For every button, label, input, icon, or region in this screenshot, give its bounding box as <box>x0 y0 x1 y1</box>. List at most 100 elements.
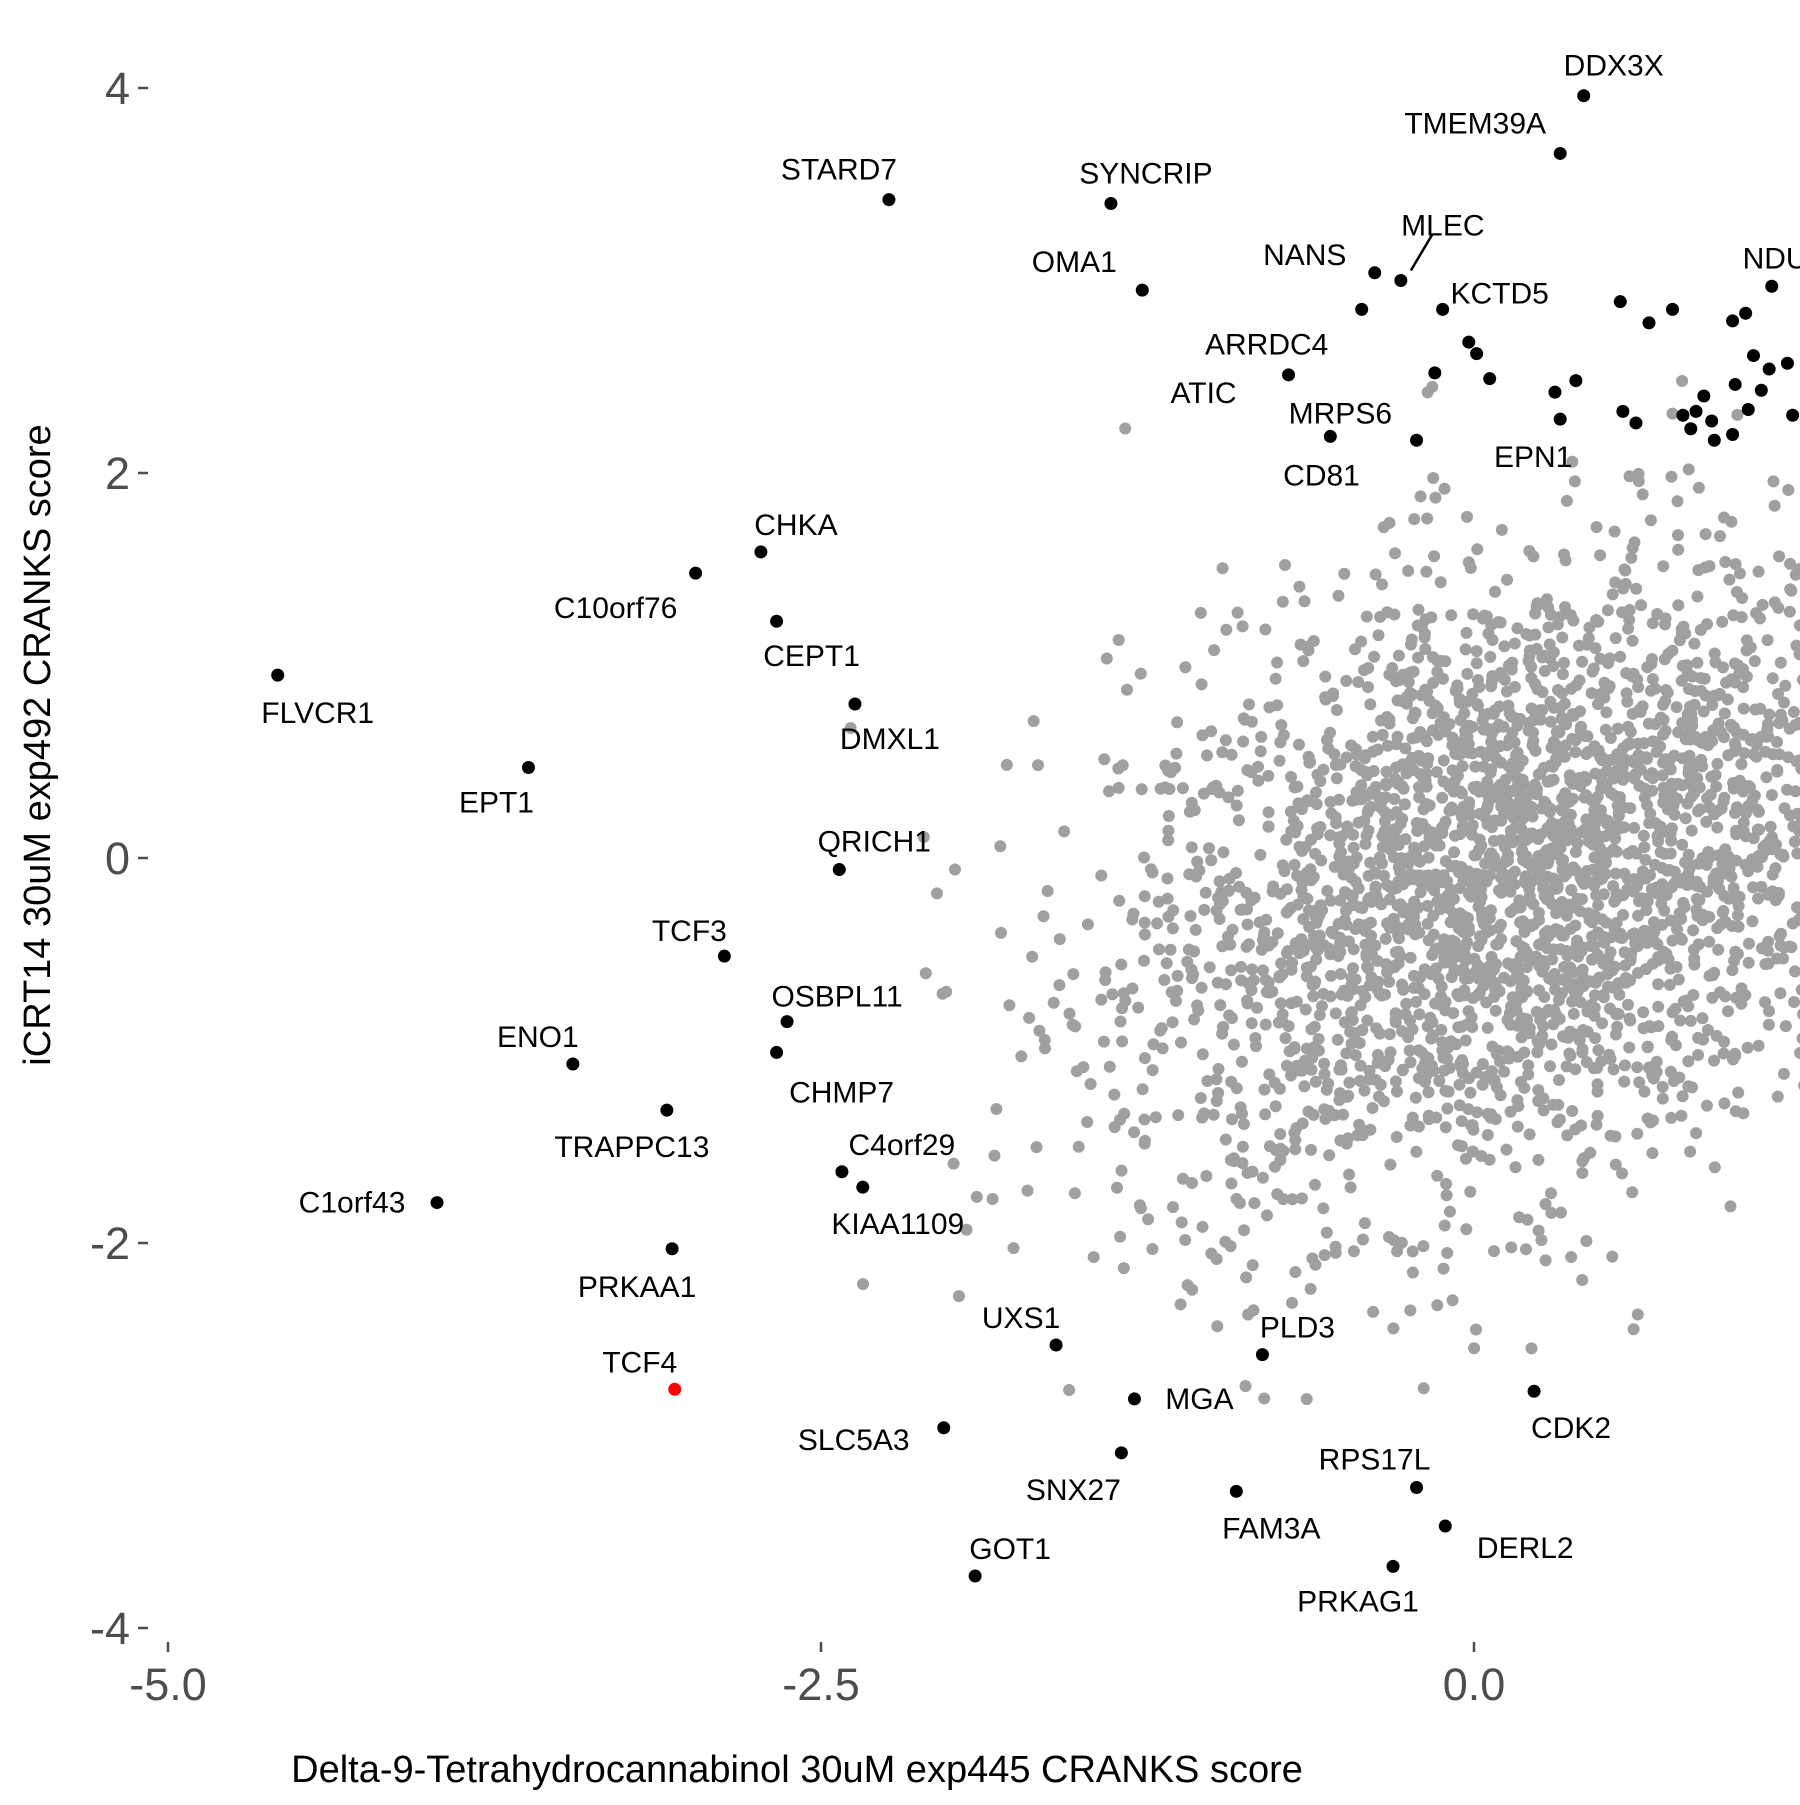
background-point <box>1621 739 1633 751</box>
gene-point <box>1410 434 1423 447</box>
background-point <box>1220 1134 1232 1146</box>
background-point <box>1679 901 1691 913</box>
background-point <box>1213 787 1225 799</box>
background-point <box>1442 1041 1454 1053</box>
background-point <box>1085 1078 1097 1090</box>
gene-label: PRKAA1 <box>578 1271 696 1304</box>
background-point <box>1301 962 1313 974</box>
background-point <box>1623 1042 1635 1054</box>
background-point <box>1452 1139 1464 1151</box>
background-point <box>1753 1040 1765 1052</box>
background-point <box>1429 998 1441 1010</box>
background-point <box>1467 608 1479 620</box>
background-point <box>1468 1342 1480 1354</box>
background-point <box>1662 648 1674 660</box>
background-point <box>1264 1140 1276 1152</box>
background-point <box>1567 861 1579 873</box>
gene-label: DDX3X <box>1564 50 1664 83</box>
background-point <box>1417 1068 1429 1080</box>
background-point <box>1430 492 1442 504</box>
background-point <box>1697 852 1709 864</box>
background-point <box>1610 1029 1622 1041</box>
background-point <box>1118 1108 1130 1120</box>
background-point <box>1565 1251 1577 1263</box>
background-point <box>1445 609 1457 621</box>
gene-point <box>1439 1519 1452 1532</box>
background-point <box>1498 972 1510 984</box>
background-point <box>1763 1005 1775 1017</box>
background-point <box>1784 809 1796 821</box>
background-point <box>1631 1128 1643 1140</box>
background-point <box>1319 671 1331 683</box>
background-point <box>1023 1012 1035 1024</box>
background-point <box>1684 776 1696 788</box>
background-point <box>1347 890 1359 902</box>
background-point <box>1515 916 1527 928</box>
background-point <box>1619 1059 1631 1071</box>
y-tick-label: -2 <box>90 1218 130 1269</box>
background-point <box>1553 726 1565 738</box>
background-point <box>1691 591 1703 603</box>
background-point <box>1304 756 1316 768</box>
background-point <box>1619 946 1631 958</box>
background-point <box>1789 836 1800 848</box>
background-point <box>1038 910 1050 922</box>
background-point <box>1226 749 1238 761</box>
highlighted-point <box>1763 363 1776 376</box>
background-point <box>1444 1062 1456 1074</box>
background-point <box>1263 940 1275 952</box>
background-point <box>1375 898 1387 910</box>
background-point <box>1400 1008 1412 1020</box>
background-point <box>1210 1073 1222 1085</box>
gene-label: EPN1 <box>1494 441 1572 474</box>
background-point <box>1177 1173 1189 1185</box>
background-point <box>1309 1179 1321 1191</box>
background-point <box>1522 1214 1534 1226</box>
background-point <box>1139 917 1151 929</box>
highlighted-point <box>1462 336 1475 349</box>
background-point <box>1730 558 1742 570</box>
background-point <box>1762 634 1774 646</box>
background-point <box>1252 775 1264 787</box>
background-point <box>1365 971 1377 983</box>
background-point <box>1579 824 1591 836</box>
gene-point <box>431 1196 444 1209</box>
background-point <box>1301 1043 1313 1055</box>
background-point <box>1341 1138 1353 1150</box>
background-point <box>1003 999 1015 1011</box>
background-point <box>1573 772 1585 784</box>
background-point <box>1240 1380 1252 1392</box>
background-point <box>1627 635 1639 647</box>
background-point <box>1471 1106 1483 1118</box>
background-point <box>1327 690 1339 702</box>
background-point <box>1283 1020 1295 1032</box>
background-point <box>1589 795 1601 807</box>
background-point <box>1365 801 1377 813</box>
gene-point <box>1765 280 1778 293</box>
background-point <box>1657 729 1669 741</box>
background-point <box>989 1150 1001 1162</box>
background-point <box>1605 787 1617 799</box>
gene-label: TCF3 <box>652 915 727 948</box>
background-point <box>1778 1068 1790 1080</box>
background-point <box>1706 699 1718 711</box>
background-point <box>1425 611 1437 623</box>
background-point <box>1375 1079 1387 1091</box>
background-point <box>1201 749 1213 761</box>
background-point <box>1677 1090 1689 1102</box>
background-point <box>1565 683 1577 695</box>
background-point <box>1510 935 1522 947</box>
background-point <box>1664 754 1676 766</box>
background-point <box>1053 979 1065 991</box>
background-point <box>1380 779 1392 791</box>
background-point <box>1543 1004 1555 1016</box>
background-point <box>1260 1019 1272 1031</box>
background-point <box>1511 622 1523 634</box>
background-point <box>1310 1076 1322 1088</box>
gene-point <box>1368 266 1381 279</box>
background-point <box>1405 952 1417 964</box>
background-point <box>1523 883 1535 895</box>
background-point <box>1524 1128 1536 1140</box>
background-point <box>1424 799 1436 811</box>
background-point <box>1652 1001 1664 1013</box>
